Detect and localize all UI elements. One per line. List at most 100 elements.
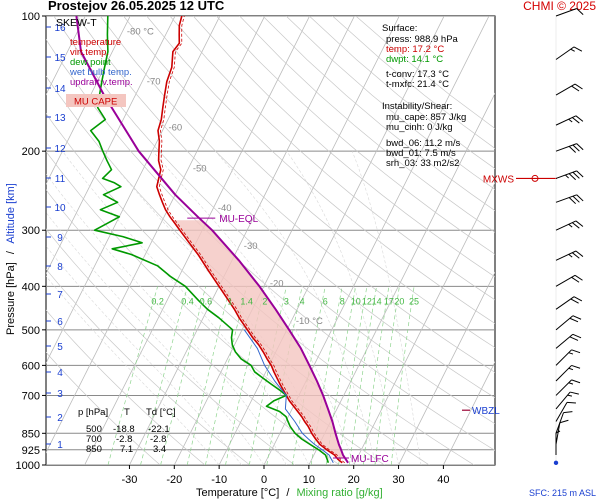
pressure-tick-label: 850 [22,428,40,440]
x-label-mixing: Mixing ratio [g/kg] [296,487,382,499]
wind-barb [555,391,579,410]
mu-lfc-label: MU-LFC [351,454,389,465]
isotherm-line [46,16,221,364]
mixing-ratio-label: 1.4 [240,296,253,306]
srh03-value: srh_03: 33 m2/s2 [386,158,459,169]
isotherm-line [46,16,86,96]
wind-barb-staff [555,296,575,310]
mixing-ratio-line [186,286,231,465]
mixing-ratio-label: 14 [372,296,382,306]
moist-adiabat [46,275,220,465]
surface-temp: temp: 17.2 °C [386,44,444,55]
dry-adiabat [123,16,495,349]
wind-barb-staff [555,349,572,366]
mixing-ratio-line [362,286,390,465]
wind-barb-full [559,419,569,424]
wind-barb-full [572,144,580,152]
mu-eql-label: MU-EQL [219,214,258,225]
wind-barb-full [563,411,573,414]
wind-barb [555,83,583,96]
wind-barb [555,349,581,366]
wind-barb-staff [555,391,571,410]
wind-barb-staff [555,365,572,382]
wind-barb-full [573,296,583,302]
mu-cape-value: mu_cape: 857 J/kg [386,112,466,123]
altitude-tick-label: 11 [55,174,66,185]
altitude-tick-label: 5 [57,342,63,353]
pressure-tick-label: 600 [22,360,40,372]
mixing-ratio-line [160,286,207,465]
y-label-pressure: Pressure [hPa] [5,262,17,335]
altitude-tick-label: 12 [54,144,66,155]
wind-barb-full [572,252,580,259]
wind-barb-full [571,349,581,354]
altitude-tick-label: 13 [54,113,66,124]
y-axis-label: Pressure [hPa] / Altitude [km] [5,183,17,335]
wind-barb-full [572,195,580,203]
wind-barb-staff [555,250,577,261]
wind-barb-half [568,223,573,228]
altitude-tick-label: 4 [57,368,63,379]
wind-barb-half [568,367,574,371]
wind-barb-full [570,298,579,304]
chart-title: Prostejov 26.05.2025 12 UTC [48,0,225,13]
pressure-tick-label: 200 [22,146,40,158]
isotherm-line [398,271,495,465]
mixing-ratio-label: 25 [409,296,419,306]
cape-area [172,220,345,459]
temp-tick-label: 20 [348,474,360,486]
profiles-layer [75,16,349,464]
ptd-header-p: p [hPa] [78,407,108,418]
wind-barb-full [569,336,579,341]
wind-barb-full [569,317,579,323]
wind-barb-full [575,115,584,122]
mixing-ratio-label: 20 [394,296,404,306]
isotherm-label: -10 °C [296,316,323,327]
dry-adiabat [46,38,495,451]
legend-wet-bulb: wet bulb temp. [69,67,132,78]
copyright: CHMI © 2025 [523,0,596,13]
wet-bulb-line [243,329,334,464]
wind-barb-full [574,274,583,281]
mu-cape-legend-swatch [66,94,126,107]
moist-adiabat [215,151,377,465]
wind-barb [555,46,583,60]
pressure-tick-label: 1000 [16,460,40,472]
wind-barb-full [572,171,580,179]
dew-point-line [89,16,330,464]
legend-dew-point: dew point [70,57,111,68]
wind-barbs-layer [553,8,584,466]
wind-barb-full [576,170,584,178]
wind-barb-staff [555,274,576,287]
mixing-ratio-label: 10 [351,296,361,306]
wind-barb-staff [555,220,577,231]
grid-layer [46,16,495,465]
mixing-ratio-line [349,286,377,465]
mixing-ratio-line [266,286,303,465]
wind-barb-half [555,430,561,434]
mixing-ratio-label: 4 [300,296,305,306]
dry-adiabat [46,309,206,465]
wind-barb [555,8,584,17]
legend-virt-temp: virt.temp. [70,47,109,58]
isotherm-label: -30 [244,241,258,252]
mixing-ratio-label: 8 [340,296,345,306]
wind-barb [555,220,584,231]
wind-barb [555,333,582,349]
ptd-row-850-td: 3.4 [153,444,166,455]
isotherm-line [129,16,355,465]
surface-title: Surface: [382,23,417,34]
wind-barb-staff [555,422,561,445]
ptd-row-700-td: -2.8 [150,434,166,445]
legend-temperature: temperature [70,37,121,48]
wind-barb-full [576,194,584,202]
altitude-tick-label: 15 [54,53,66,64]
moist-adiabat [46,173,287,465]
wind-barb-staff [555,83,576,96]
wind-barb [555,296,583,310]
isotherm-line [173,16,400,465]
wind-barb [555,115,584,126]
ptd-table: p [hPa] T Td [°C] 500 -18.8 -22.1 700 -2… [78,407,176,455]
pressure-tick-label: 925 [22,445,40,457]
wind-barb-staff [555,402,568,422]
